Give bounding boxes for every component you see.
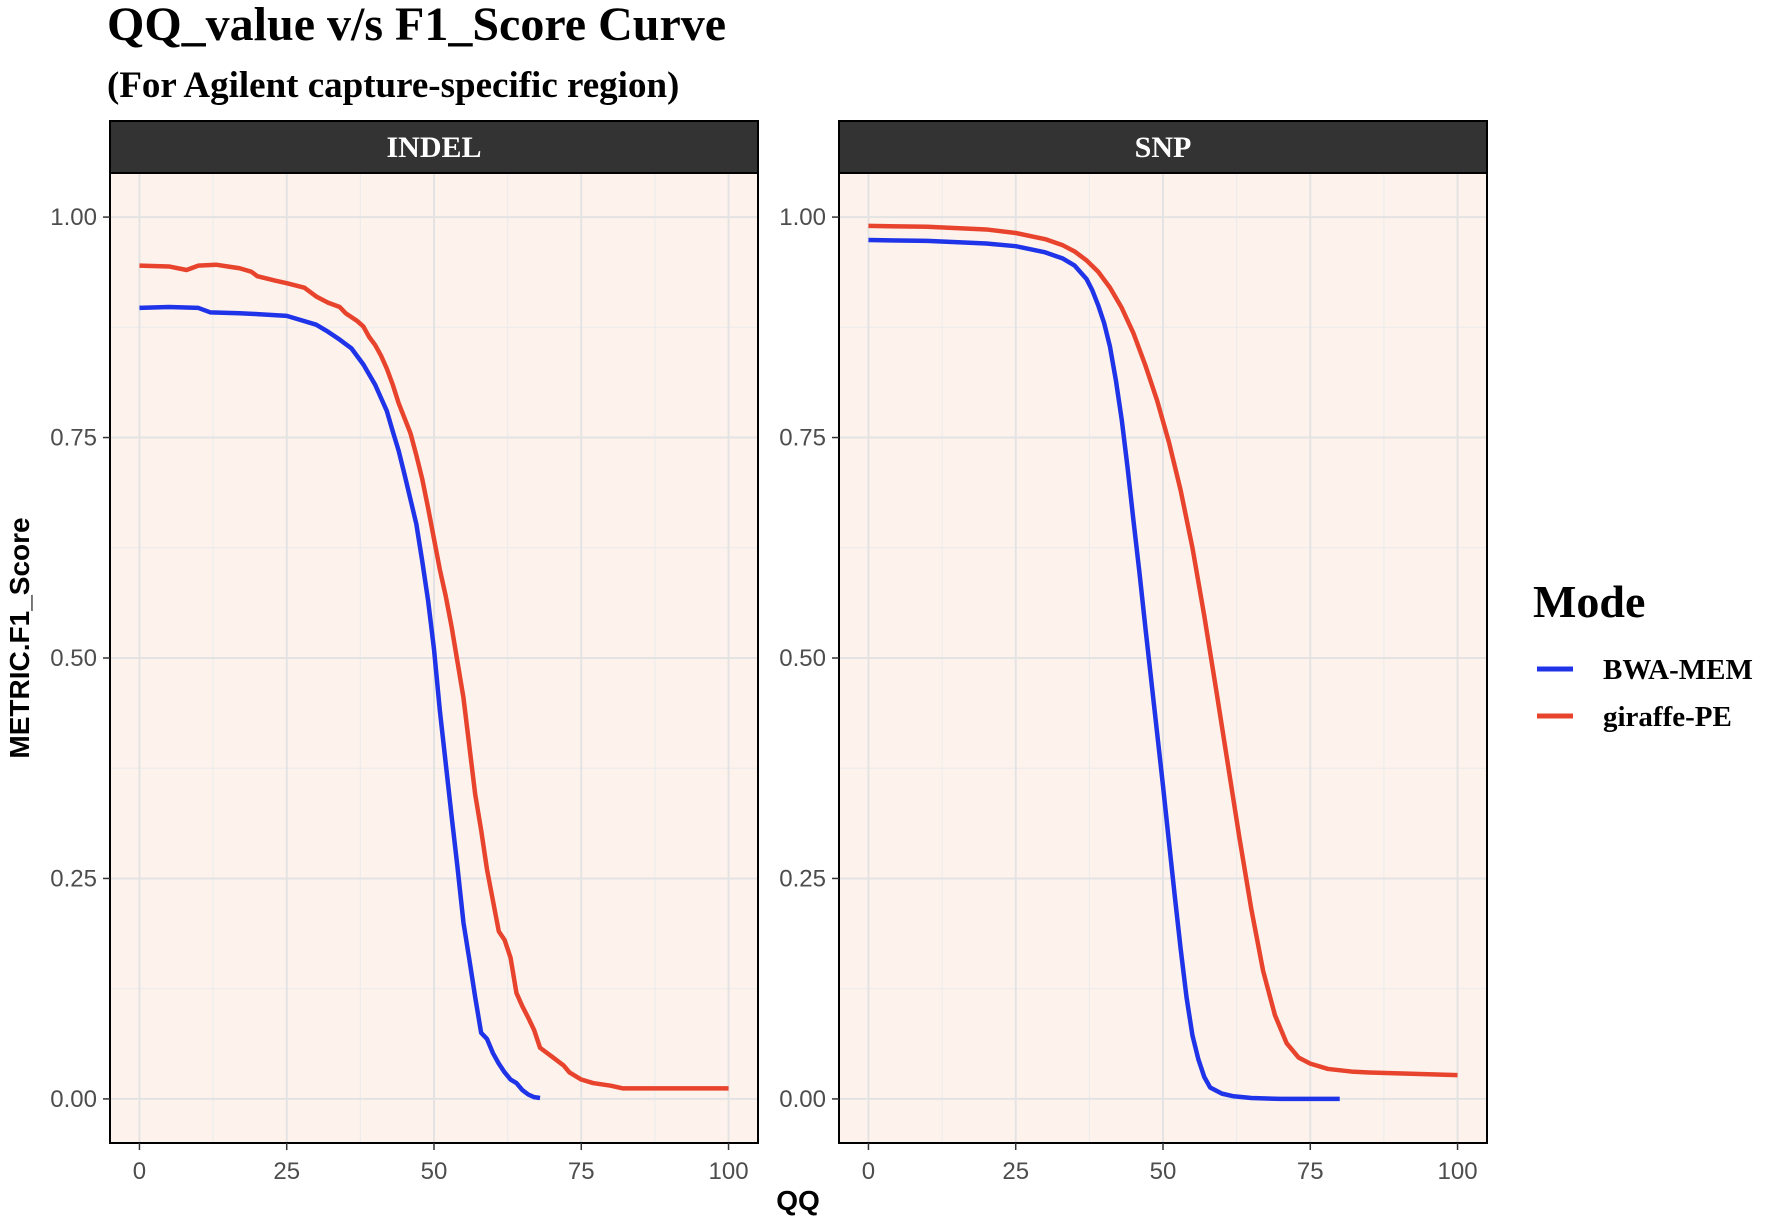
y-tick-label: 0.75: [779, 425, 826, 452]
y-tick-label: 0.00: [50, 1086, 97, 1113]
series-line-bwa-mem: [868, 237, 1340, 1102]
y-tick-label: 0.00: [779, 1086, 826, 1113]
chart-subtitle: (For Agilent capture-specific region): [107, 65, 679, 106]
facet-strip-label: SNP: [1135, 131, 1192, 164]
series-line-bwa-mem: [139, 304, 541, 1101]
x-tick-label: 50: [1150, 1158, 1177, 1185]
x-tick-label: 100: [709, 1158, 749, 1185]
y-tick-label: 1.00: [779, 204, 826, 231]
y-tick-label: 0.75: [50, 425, 97, 452]
x-tick-label: 0: [862, 1158, 875, 1185]
chart-title: QQ_value v/s F1_Score Curve: [107, 0, 726, 51]
legend-label: BWA-MEM: [1603, 654, 1753, 686]
facet-strip: [838, 120, 1488, 174]
x-tick-label: 75: [1297, 1158, 1324, 1185]
legend-label: giraffe-PE: [1603, 701, 1732, 733]
series-line-giraffe-pe: [139, 262, 729, 1091]
facet-indel: INDEL 0 25 50 75 100 0.00 0.25 0.50 0.75 1.00: [50, 120, 759, 1185]
x-tick-label: 75: [568, 1158, 595, 1185]
x-tick-label: 100: [1438, 1158, 1478, 1185]
y-tick-label: 0.25: [50, 865, 97, 892]
y-tick-label: 1.00: [50, 204, 97, 231]
x-tick-label: 50: [421, 1158, 448, 1185]
y-axis-title: METRIC.F1_Score: [4, 517, 35, 758]
x-tick-label: 0: [133, 1158, 146, 1185]
facet-panels: INDEL 0 25 50 75 100 0.00 0.25 0.50 0.75 1.00 SNP 0 2…: [50, 120, 1488, 1185]
facet-strip: [109, 120, 759, 174]
x-axis-title: QQ: [776, 1185, 820, 1216]
legend-title: Mode: [1533, 576, 1645, 627]
y-tick-label: 0.50: [50, 645, 97, 672]
y-tick-label: 0.25: [779, 865, 826, 892]
series-line-giraffe-pe: [868, 223, 1458, 1078]
facet-snp: SNP 0 25 50 75 100 0.00 0.25 0.50 0.75 1.00: [779, 120, 1488, 1185]
x-tick-label: 25: [1002, 1158, 1029, 1185]
x-tick-label: 25: [273, 1158, 300, 1185]
y-tick-label: 0.50: [779, 645, 826, 672]
facet-strip-label: INDEL: [386, 131, 481, 164]
legend: Mode BWA-MEM giraffe-PE: [1533, 576, 1753, 733]
